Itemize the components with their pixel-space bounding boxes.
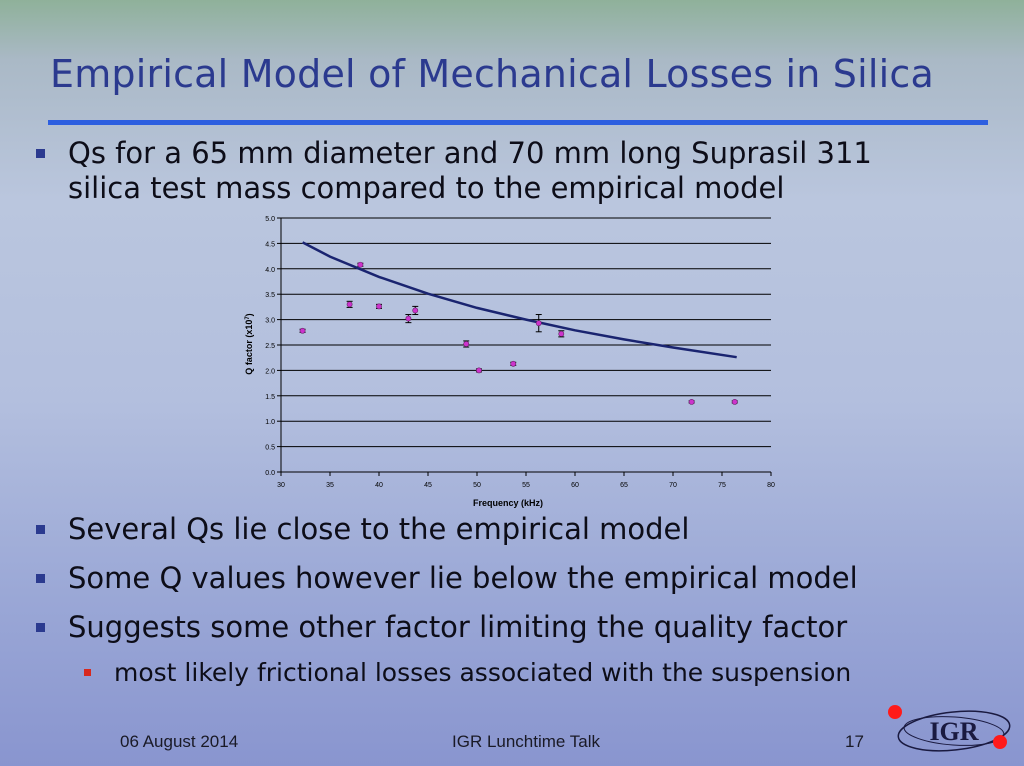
data-point [731, 398, 738, 405]
footer-page-number: 17 [845, 732, 864, 751]
bullet-text: Suggests some other factor limiting the … [68, 610, 848, 644]
bullet-intro-text: Qs for a 65 mm diameter and 70 mm long S… [68, 136, 872, 205]
bullet-text: Some Q values however lie below the empi… [68, 561, 858, 595]
slide-title: Empirical Model of Mechanical Losses in … [50, 52, 934, 96]
chart-x-ticks: 30 35 40 45 50 55 60 65 70 75 80 [277, 482, 775, 489]
x-tick-label: 65 [620, 482, 628, 489]
x-tick-label: 75 [718, 482, 726, 489]
logo-red-dot [888, 705, 902, 719]
subbullet-frictional: most likely frictional losses associated… [84, 657, 964, 689]
title-underline [48, 120, 988, 125]
y-tick-label: 4.5 [265, 241, 275, 248]
chart-grid [277, 217, 772, 476]
data-point [357, 261, 364, 268]
bullet-square-icon [36, 149, 45, 158]
chart-points [299, 261, 738, 405]
y-tick-label: 2.5 [265, 343, 275, 350]
y-tick-label: 5.0 [265, 216, 275, 223]
x-tick-label: 55 [522, 482, 530, 489]
x-tick-label: 80 [767, 482, 775, 489]
footer-talk-title: IGR Lunchtime Talk [452, 732, 601, 751]
bullet-close-to-model: Several Qs lie close to the empirical mo… [36, 512, 976, 548]
data-point [510, 360, 517, 367]
footer-date: 06 August 2014 [120, 732, 239, 751]
empirical-model-curve [302, 241, 737, 359]
x-tick-label: 30 [277, 482, 285, 489]
data-point [299, 327, 306, 334]
y-tick-label: 3.5 [265, 292, 275, 299]
data-point [463, 340, 470, 348]
chart-y-ticks: 0.0 0.5 1.0 1.5 2.0 2.5 3.0 3.5 4.0 4.5 5.0 [265, 216, 275, 477]
y-tick-label: 0.0 [265, 470, 275, 477]
data-point [405, 314, 412, 324]
bullet-below-model: Some Q values however lie below the empi… [36, 561, 976, 597]
x-tick-label: 60 [571, 482, 579, 489]
x-tick-label: 35 [326, 482, 334, 489]
bullet-square-icon [36, 525, 45, 534]
data-point [688, 398, 695, 405]
bullet-intro: Qs for a 65 mm diameter and 70 mm long S… [36, 136, 976, 208]
logo-red-dot [993, 735, 1007, 749]
data-point [346, 300, 353, 308]
q-factor-chart: 30 35 40 45 50 55 60 65 70 75 80 0.0 0.5 1.0 1.5 2.0 2.… [244, 216, 775, 508]
data-point [412, 305, 419, 316]
bullet-square-icon [36, 623, 45, 632]
bullet-text: Several Qs lie close to the empirical mo… [68, 512, 690, 546]
y-axis-label: Q factor (x107) [244, 313, 254, 374]
y-tick-label: 3.0 [265, 318, 275, 325]
data-point [558, 330, 565, 338]
y-tick-label: 4.0 [265, 267, 275, 274]
x-axis-label: Frequency (kHz) [473, 498, 543, 508]
y-tick-label: 1.5 [265, 394, 275, 401]
x-tick-label: 45 [424, 482, 432, 489]
data-point [535, 314, 542, 333]
y-tick-label: 0.5 [265, 445, 275, 452]
subbullet-square-icon [84, 669, 91, 676]
data-point [475, 367, 482, 374]
bullet-other-factor: Suggests some other factor limiting the … [36, 610, 976, 646]
y-tick-label: 2.0 [265, 368, 275, 375]
igr-logo: IGR [888, 705, 1011, 752]
x-tick-label: 40 [375, 482, 383, 489]
model-curve-line [302, 241, 737, 359]
x-tick-label: 50 [473, 482, 481, 489]
subbullet-text: most likely frictional losses associated… [114, 658, 852, 687]
y-axis-label-group: Q factor (x107) [244, 313, 254, 374]
bullet-square-icon [36, 574, 45, 583]
y-tick-label: 1.0 [265, 419, 275, 426]
igr-logo-text: IGR [929, 717, 978, 746]
x-tick-label: 70 [669, 482, 677, 489]
data-point [376, 303, 382, 310]
